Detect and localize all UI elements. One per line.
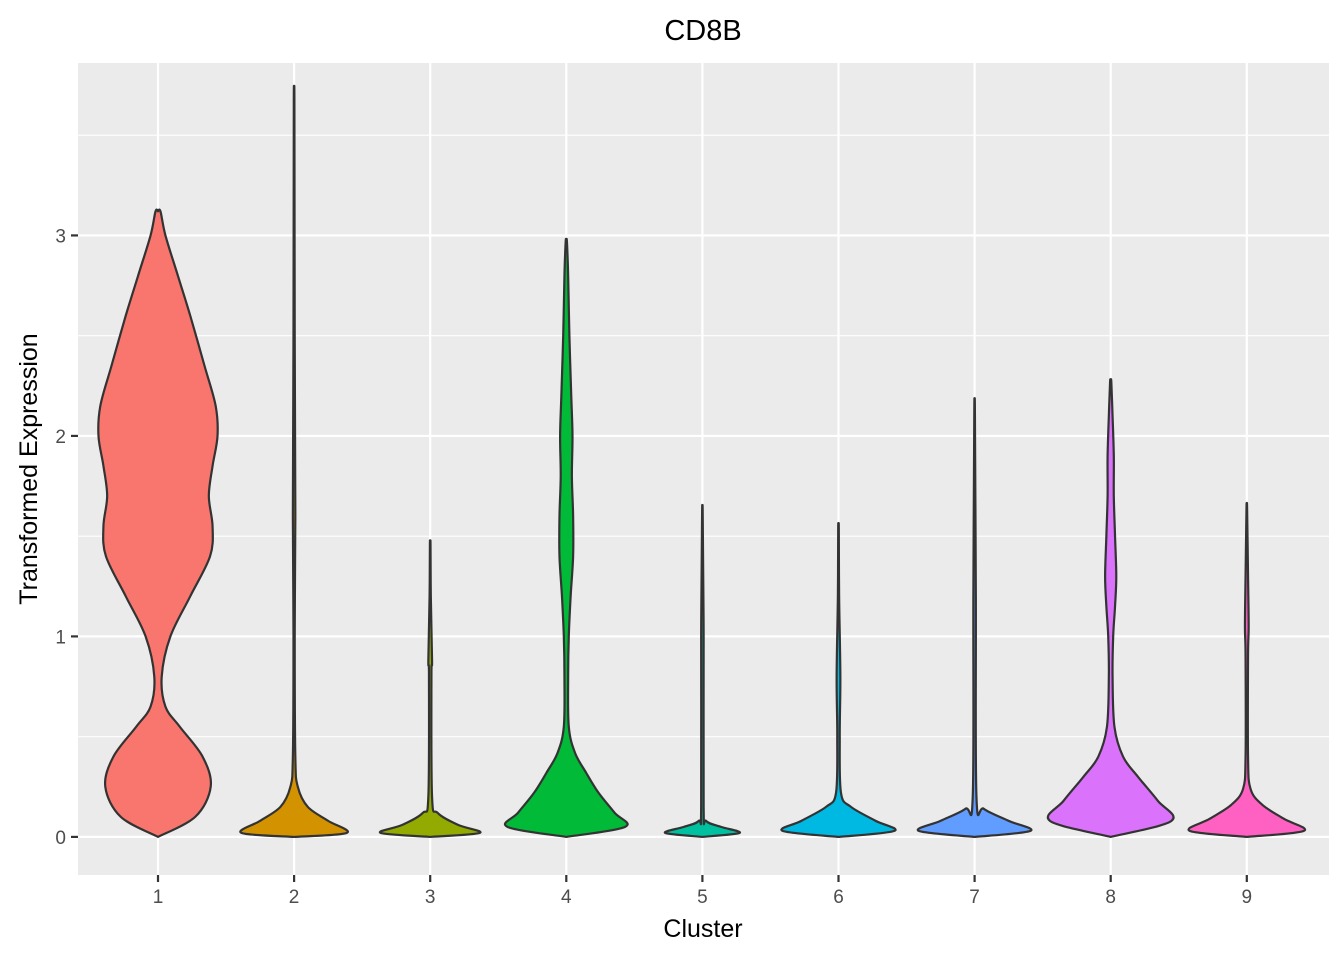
x-axis-title: Cluster bbox=[663, 915, 742, 943]
violin-cluster-7 bbox=[916, 397, 1033, 839]
x-tick-label: 1 bbox=[153, 887, 164, 908]
x-tick-label: 3 bbox=[425, 887, 436, 908]
violin-cluster-2 bbox=[239, 84, 349, 839]
violin-cluster-8 bbox=[1046, 378, 1175, 839]
y-tick-label: 3 bbox=[55, 226, 66, 247]
axes: 0 1 2 3 1 2 3 4 5 6 7 8 9 bbox=[55, 226, 1252, 908]
violin-cluster-1 bbox=[97, 208, 219, 839]
x-tick-label: 6 bbox=[833, 887, 844, 908]
x-tick-label: 2 bbox=[289, 887, 300, 908]
x-tick-label: 4 bbox=[561, 887, 572, 908]
chart-title: CD8B bbox=[664, 15, 741, 47]
x-tick-label: 9 bbox=[1242, 887, 1253, 908]
x-tick-label: 7 bbox=[969, 887, 980, 908]
violin-cluster-9 bbox=[1187, 502, 1307, 839]
violins bbox=[97, 84, 1307, 839]
violin-cluster-6 bbox=[780, 522, 897, 839]
violin-cluster-5 bbox=[663, 504, 742, 839]
x-tick-label: 5 bbox=[697, 887, 708, 908]
y-tick-label: 2 bbox=[55, 427, 66, 448]
y-axis-title: Transformed Expression bbox=[15, 333, 43, 604]
y-tick-label: 0 bbox=[55, 828, 66, 849]
x-tick-label: 8 bbox=[1105, 887, 1116, 908]
y-tick-label: 1 bbox=[55, 627, 66, 648]
violin-cluster-3 bbox=[378, 539, 482, 839]
violin-cluster-4 bbox=[503, 237, 629, 839]
